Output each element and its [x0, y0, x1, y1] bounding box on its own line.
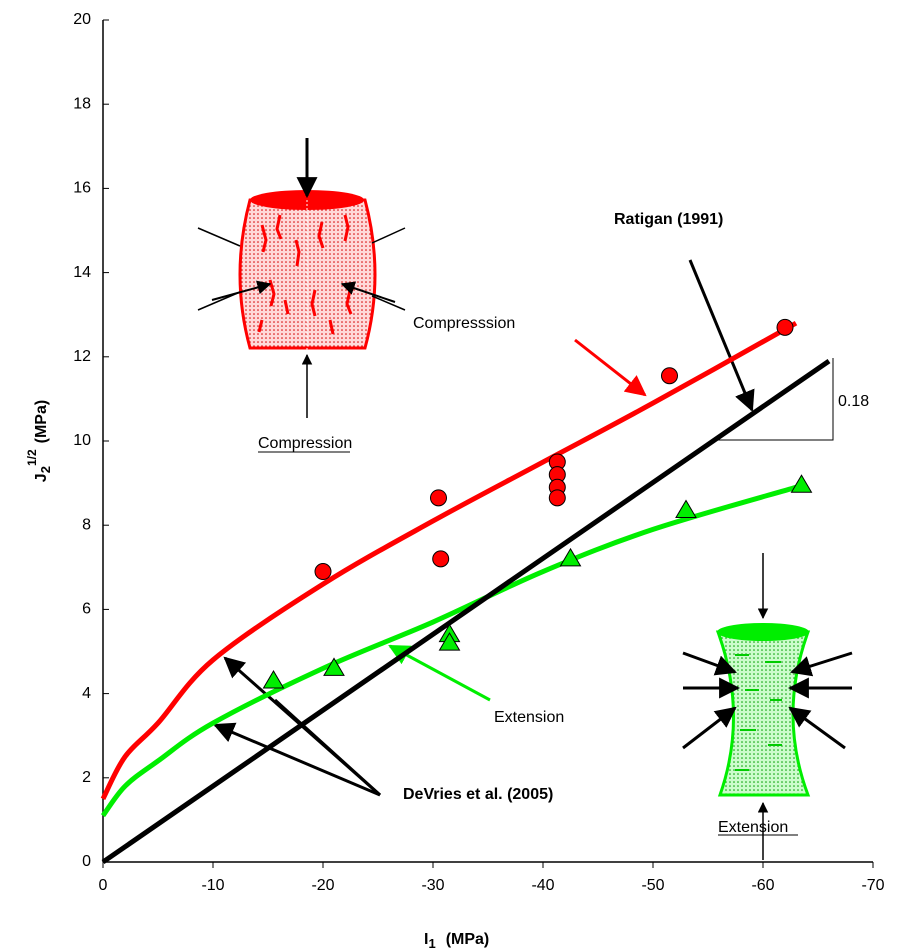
annotation: Extension — [718, 819, 788, 836]
y-label-sup: 1/2 — [25, 449, 39, 466]
annotation: 0.18 — [838, 393, 869, 410]
x-label-base: I — [424, 931, 428, 948]
annotation: DeVries et al. (2005) — [403, 786, 553, 803]
y-label-base: J — [33, 473, 50, 482]
extension-icon — [682, 553, 853, 860]
x-tick-label: -30 — [421, 877, 444, 894]
x-tick-label: -60 — [751, 877, 774, 894]
data-point — [314, 563, 332, 581]
y-tick-label: 12 — [73, 348, 91, 365]
series-line — [100, 320, 798, 801]
x-label-sub: 1 — [428, 936, 435, 948]
y-label-unit: (MPa) — [33, 400, 50, 444]
y-tick-label: 16 — [73, 180, 91, 197]
x-tick-label: -20 — [311, 877, 334, 894]
series-line — [100, 484, 797, 818]
y-label-sub: 2 — [38, 466, 53, 473]
y-tick-label: 6 — [82, 601, 91, 618]
data-point — [323, 657, 345, 676]
x-axis-label: I1 (MPa) — [424, 931, 489, 948]
x-tick-label: -10 — [201, 877, 224, 894]
x-tick-label: -40 — [531, 877, 554, 894]
x-label-unit: (MPa) — [446, 931, 490, 948]
annotation: Compression — [258, 435, 352, 452]
y-tick-label: 20 — [73, 11, 91, 28]
y-tick-label: 8 — [82, 516, 91, 533]
data-point — [430, 489, 447, 507]
data-point — [661, 367, 678, 385]
x-tick-label: -70 — [861, 877, 884, 894]
series-line — [101, 358, 831, 865]
y-tick-label: 0 — [82, 853, 91, 870]
compression-icon — [197, 138, 406, 453]
data-point — [432, 550, 450, 568]
data-point — [262, 669, 285, 689]
annotation: Compresssion — [413, 315, 515, 332]
y-tick-label: 10 — [73, 432, 91, 449]
annotation: Ratigan (1991) — [614, 211, 723, 228]
data-point — [548, 489, 566, 507]
y-tick-label: 4 — [82, 685, 91, 702]
x-tick-label: -50 — [641, 877, 664, 894]
data-point — [559, 547, 582, 567]
y-tick-label: 2 — [82, 769, 91, 786]
data-point — [438, 632, 461, 651]
data-point — [776, 318, 794, 336]
data-point — [675, 499, 697, 518]
annotation: Extension — [494, 709, 564, 726]
y-tick-label: 14 — [73, 264, 91, 281]
y-axis-label: J21/2 (MPa) — [25, 400, 53, 482]
x-tick-label: 0 — [99, 877, 108, 894]
y-tick-label: 18 — [73, 95, 91, 112]
data-point — [790, 474, 813, 493]
